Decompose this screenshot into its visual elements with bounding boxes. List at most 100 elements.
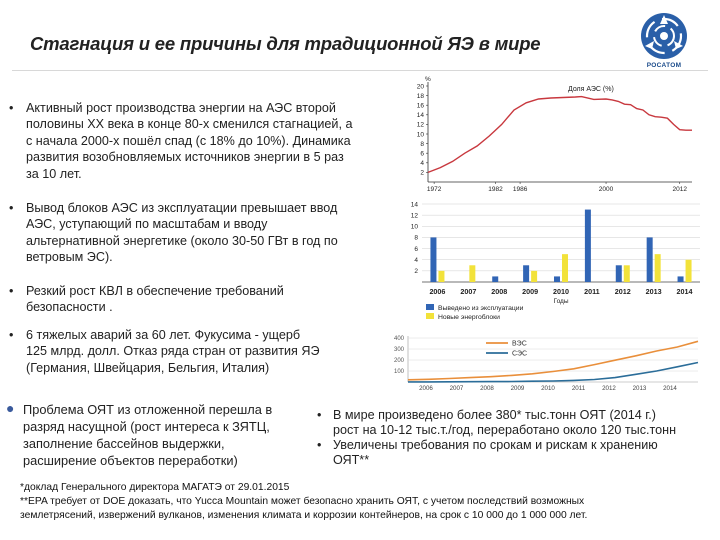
x-tick-label: 1982 [488,186,503,193]
bullet-line: Резкий рост КВЛ в обеспечение требований [26,284,284,298]
wind-line [407,340,699,381]
footnote-line: **EPA требует от DOE доказать, что Yucca… [20,496,585,507]
text-line: расширение объектов переработки) [23,453,238,468]
rosatom-logo [641,13,687,59]
npp-share-line [427,95,692,174]
y-tick-label: 8 [420,141,424,148]
bullet-icon: ● [6,400,15,416]
bullet-icon: • [9,284,14,298]
legend-swatch [426,313,434,319]
y-tick-label: 2 [420,170,424,177]
renewables-capacity-chart: 100 200 300 400 2006 2007 2008 2009 2010 2011 2012… [394,336,699,392]
spent-fuel-facts: • В мире произведено более 380* тыс.тонн … [313,408,715,468]
solar-line [408,361,699,383]
bullet-line: В мире произведено более 380* тыс.тонн О… [333,408,656,422]
bullet-icon: • [9,201,14,215]
chart-title: Доля АЭС (%) [568,86,614,93]
x-tick-label: 2008 [480,385,494,392]
x-tick-label: 2014 [677,287,693,296]
text-line: заполнение бассейнов выдержки, [23,436,225,451]
y-tick-label: 14 [411,201,419,208]
bullet-line: безопасности . [26,300,113,315]
bullet-line: за 10 лет. [26,166,82,181]
y-tick-label: 6 [420,151,424,158]
bullet-line: с начала 2000-х пошёл спад (с 18% до 10%… [26,133,351,148]
bullet-line: 6 тяжелых аварий за 60 лет. Фукусима - у… [26,328,301,342]
x-tick-label: 2012 [602,385,616,392]
bullet-item: • В мире произведено более 380* тыс.тонн … [313,408,715,438]
y-tick-label: 4 [414,257,418,264]
y-tick-label: 300 [394,347,405,353]
x-tick-label: 2006 [429,287,445,296]
bullet-line: ветровым ЭС). [26,250,113,265]
bullet-item: • Резкий рост КВЛ в обеспечение требовани… [6,283,398,316]
title-divider [12,70,708,71]
x-tick-label: 2007 [450,385,464,392]
x-axis-title: Годы [553,298,568,305]
x-tick-label: 2006 [419,385,433,392]
x-tick-label: 2009 [522,287,538,296]
x-tick-label: 2010 [541,385,555,392]
decommissioned-bar [523,265,530,282]
y-tick-label: 6 [414,246,418,253]
x-tick-label: 2012 [672,186,687,193]
bullet-item: • Вывод блоков АЭС из эксплуатации превыш… [6,200,398,266]
logo-text: РОСАТОМ [646,62,682,69]
decommissioned-bar [584,209,591,282]
bullet-line: 125 млрд. долл. Отказ ряда стран от разв… [26,344,320,359]
new-units-bar [438,270,445,282]
legend-label: Выведено из эксплуатации [438,305,524,312]
x-tick-label: 2011 [584,287,600,296]
x-tick-label: 1986 [513,186,528,193]
y-tick-label: 400 [394,336,405,342]
y-tick-label: 2 [414,268,418,275]
spent-fuel-problem-text: ● Проблема ОЯТ из отложенной перешла в ра… [4,400,310,469]
y-tick-label: 8 [414,235,418,242]
y-tick-label: 10 [411,224,419,231]
bullet-line: (Германия, Швейцария, Бельгия, Италия) [26,360,270,375]
y-tick-label: 200 [394,358,405,364]
y-tick-label: 16 [417,103,425,110]
y-tick-label: 12 [411,212,419,219]
text-line: Проблема ОЯТ из отложенной перешла в [23,402,273,417]
x-tick-label: 1972 [427,186,442,193]
legend-swatch [426,304,434,310]
bullet-line: половины XX века в конце 80-х сменился с… [26,117,353,132]
reactor-units-bar-chart: 2 4 6 8 10 12 14 2006 2007 2008 2009 2010 2011 2012 20… [411,201,700,321]
new-units-bar [469,265,476,282]
new-units-bar [623,265,630,282]
bullet-line: ОЯТ** [333,453,370,467]
footnote-line: землетрясений, извержений вулканов, изме… [20,510,588,521]
bullet-item: • Увеличены требования по срокам и рискам… [313,438,715,468]
y-tick-label: 4 [420,160,424,167]
x-tick-label: 2010 [553,287,569,296]
bullet-line: Вывод блоков АЭС из эксплуатации превыша… [26,201,338,215]
decommissioned-bar [615,265,622,282]
y-tick-label: 14 [417,112,425,119]
legend-label: СЭС [512,350,527,357]
legend-label: ВЭС [512,340,527,347]
y-tick-label: 10 [417,131,425,138]
npp-share-line-chart: % 2 4 6 8 10 12 14 16 18 20 1972 1982 1986 2000 2012 Дол… [417,76,692,193]
footnote-line: *доклад Генерального директора МАГАТЭ от… [20,482,290,493]
bullet-icon: • [9,328,14,342]
bullet-item: • 6 тяжелых аварий за 60 лет. Фукусима - … [6,327,398,376]
bullet-line: АЭС, уступающий по масштабам и вводу [26,217,268,232]
x-tick-label: 2000 [599,186,614,193]
bullet-line: альтернативной энергетике (около 30-50 Г… [26,233,338,248]
y-tick-label: 100 [394,369,405,375]
x-tick-label: 2014 [663,385,677,392]
y-tick-label: 18 [417,93,425,100]
decommissioned-bar [646,237,653,282]
bullet-line: Увеличены требования по срокам и рискам … [333,438,658,452]
y-tick-label: 12 [417,122,425,129]
text-line: разряд насущной (рост интереса к ЗЯТЦ, [23,419,270,434]
bullet-icon: • [317,408,322,422]
bullet-line: развития возобновляемых источников энерг… [26,150,344,165]
decommissioned-bar [554,276,560,282]
y-tick-label: 20 [417,83,425,90]
x-tick-label: 2008 [491,287,507,296]
bullet-icon: • [9,101,14,115]
new-units-bar [531,270,538,282]
footnotes: *доклад Генерального директора МАГАТЭ от… [20,481,715,523]
